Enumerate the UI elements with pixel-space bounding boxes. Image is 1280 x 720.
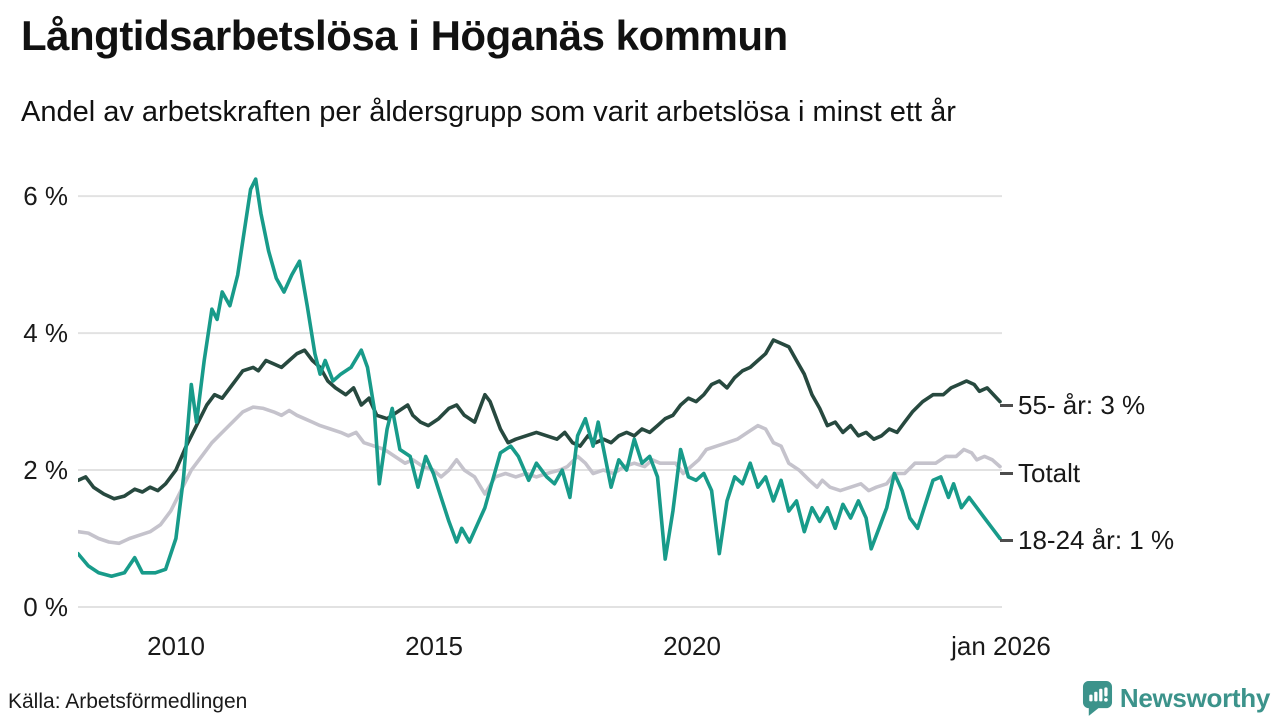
label-connector xyxy=(1000,471,1013,475)
series-end-label-totalt: Totalt xyxy=(1000,457,1080,489)
series-line-18-24 år xyxy=(78,177,1002,579)
x-axis-tick-2020: 2020 xyxy=(663,631,721,661)
y-axis-tick-6: 6 % xyxy=(23,181,68,211)
label-connector xyxy=(1000,403,1013,407)
y-axis-tick-4: 4 % xyxy=(23,318,68,348)
line-chart xyxy=(78,177,1002,608)
series-end-label-55: 55- år: 3 % xyxy=(1000,389,1145,421)
label-connector xyxy=(1000,538,1013,542)
x-axis-tick-2010: 2010 xyxy=(147,631,205,661)
newsworthy-brand: Newsworthy xyxy=(1082,680,1270,716)
series-end-label-text: 55- år: 3 % xyxy=(1018,389,1146,420)
y-axis-tick-0: 0 % xyxy=(23,592,68,622)
x-axis-tick-jan-2026: jan 2026 xyxy=(951,631,1051,661)
page-title: Långtidsarbetslösa i Höganäs kommun xyxy=(21,12,788,59)
newsworthy-logo-text: Newsworthy xyxy=(1119,682,1270,713)
newsworthy-logo-icon xyxy=(1082,680,1112,716)
series-end-label-text: 18-24 år: 1 % xyxy=(1018,524,1175,555)
series-end-label-18-24: 18-24 år: 1 % xyxy=(1000,524,1174,556)
y-axis-tick-2: 2 % xyxy=(23,455,68,485)
series-line-Totalt xyxy=(78,405,1002,546)
chart-subtitle: Andel av arbetskraften per åldersgrupp s… xyxy=(21,96,956,128)
series-line-55- år xyxy=(78,338,1002,501)
x-axis-tick-2015: 2015 xyxy=(405,631,463,661)
series-end-label-text: Totalt xyxy=(1018,457,1081,488)
source-note: Källa: Arbetsförmedlingen xyxy=(8,690,248,713)
